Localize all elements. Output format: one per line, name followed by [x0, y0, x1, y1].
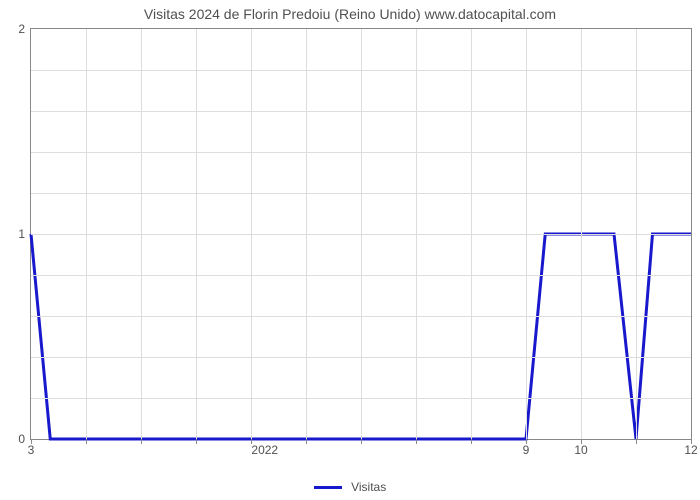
chart-container: Visitas 2024 de Florin Predoiu (Reino Un… [0, 0, 700, 500]
x-tick-mark [361, 439, 362, 444]
legend-label: Visitas [351, 480, 386, 494]
grid-line-v [251, 29, 252, 439]
x-tick-mark [196, 439, 197, 444]
x-tick-label: 2022 [251, 443, 278, 457]
x-tick-label: 3 [28, 443, 35, 457]
x-tick-mark [141, 439, 142, 444]
x-tick-mark [416, 439, 417, 444]
grid-line-v [526, 29, 527, 439]
grid-line-v [471, 29, 472, 439]
x-tick-mark [636, 439, 637, 444]
grid-line-v [86, 29, 87, 439]
y-tick-label: 0 [18, 432, 25, 446]
chart-title: Visitas 2024 de Florin Predoiu (Reino Un… [0, 6, 700, 22]
x-tick-label: 9 [523, 443, 530, 457]
x-tick-label: 12 [684, 443, 697, 457]
legend-swatch [314, 486, 342, 489]
x-tick-mark [306, 439, 307, 444]
plot-area: 0123202291012202 [30, 28, 692, 440]
grid-line-v [636, 29, 637, 439]
x-tick-label: 10 [574, 443, 587, 457]
grid-line-v [581, 29, 582, 439]
grid-line-v [141, 29, 142, 439]
y-tick-label: 2 [18, 22, 25, 36]
grid-line-v [196, 29, 197, 439]
x-tick-mark [471, 439, 472, 444]
grid-line-v [361, 29, 362, 439]
y-tick-label: 1 [18, 227, 25, 241]
x-tick-mark [86, 439, 87, 444]
grid-line-v [306, 29, 307, 439]
legend: Visitas [0, 480, 700, 494]
grid-line-v [416, 29, 417, 439]
